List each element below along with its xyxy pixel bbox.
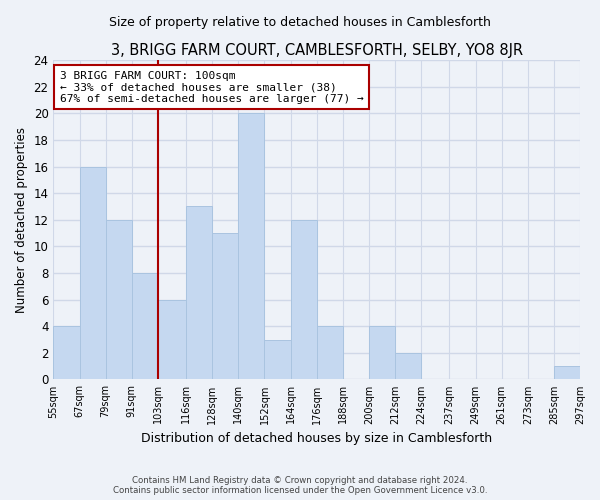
Bar — [265, 340, 290, 380]
Bar — [317, 326, 343, 380]
Bar — [106, 220, 132, 380]
Title: 3, BRIGG FARM COURT, CAMBLESFORTH, SELBY, YO8 8JR: 3, BRIGG FARM COURT, CAMBLESFORTH, SELBY… — [110, 42, 523, 58]
Bar — [132, 273, 158, 380]
Bar — [186, 206, 212, 380]
X-axis label: Distribution of detached houses by size in Camblesforth: Distribution of detached houses by size … — [141, 432, 492, 445]
Bar — [369, 326, 395, 380]
Bar — [238, 114, 265, 380]
Bar — [80, 166, 106, 380]
Y-axis label: Number of detached properties: Number of detached properties — [15, 126, 28, 312]
Bar — [158, 300, 186, 380]
Bar — [212, 233, 238, 380]
Text: Contains HM Land Registry data © Crown copyright and database right 2024.
Contai: Contains HM Land Registry data © Crown c… — [113, 476, 487, 495]
Bar — [53, 326, 80, 380]
Bar — [554, 366, 580, 380]
Bar — [290, 220, 317, 380]
Text: 3 BRIGG FARM COURT: 100sqm
← 33% of detached houses are smaller (38)
67% of semi: 3 BRIGG FARM COURT: 100sqm ← 33% of deta… — [60, 70, 364, 104]
Bar — [395, 353, 421, 380]
Text: Size of property relative to detached houses in Camblesforth: Size of property relative to detached ho… — [109, 16, 491, 29]
